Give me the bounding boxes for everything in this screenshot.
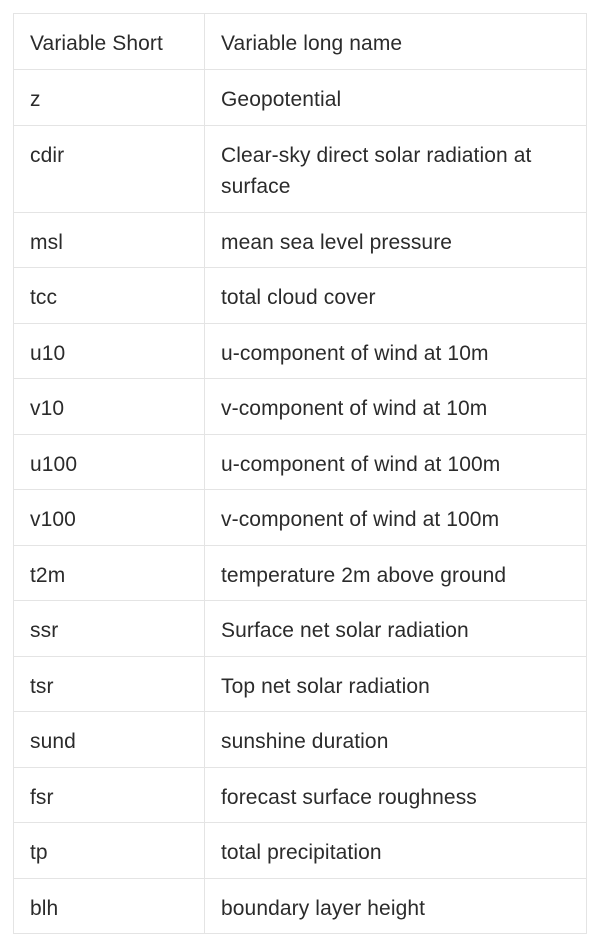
table-row: tp total precipitation bbox=[13, 822, 587, 879]
cell-short-name: u100 bbox=[13, 433, 205, 490]
cell-long-name: Surface net solar radiation bbox=[204, 600, 587, 657]
cell-short-name: msl bbox=[13, 211, 205, 268]
cell-short-name: sund bbox=[13, 711, 205, 768]
cell-short-name: v100 bbox=[13, 489, 205, 546]
table-row: u10 u-component of wind at 10m bbox=[13, 322, 587, 379]
table-row: z Geopotential bbox=[13, 69, 587, 126]
cell-long-name: forecast surface roughness bbox=[204, 766, 587, 823]
header-variable-long-name: Variable long name bbox=[204, 13, 587, 70]
cell-long-name: total precipitation bbox=[204, 822, 587, 879]
table-row: sund sunshine duration bbox=[13, 711, 587, 768]
cell-long-name: v-component of wind at 10m bbox=[204, 378, 587, 435]
cell-short-name: ssr bbox=[13, 600, 205, 657]
cell-long-name: total cloud cover bbox=[204, 267, 587, 324]
cell-short-name: fsr bbox=[13, 766, 205, 823]
table-row: fsr forecast surface roughness bbox=[13, 766, 587, 823]
header-variable-short: Variable Short bbox=[13, 13, 205, 70]
cell-long-name: Geopotential bbox=[204, 69, 587, 126]
cell-short-name: tsr bbox=[13, 655, 205, 712]
cell-long-name: Clear-sky direct solar radiation at surf… bbox=[204, 124, 587, 213]
cell-short-name: cdir bbox=[13, 124, 205, 213]
cell-long-name: sunshine duration bbox=[204, 711, 587, 768]
table-row: u100 u-component of wind at 100m bbox=[13, 433, 587, 490]
table-header: Variable Short Variable long name bbox=[13, 13, 587, 70]
table-body: z Geopotential cdir Clear-sky direct sol… bbox=[13, 69, 587, 934]
table-row: v10 v-component of wind at 10m bbox=[13, 378, 587, 435]
cell-long-name: Top net solar radiation bbox=[204, 655, 587, 712]
cell-long-name: mean sea level pressure bbox=[204, 211, 587, 268]
cell-short-name: v10 bbox=[13, 378, 205, 435]
table-row: msl mean sea level pressure bbox=[13, 211, 587, 268]
cell-short-name: z bbox=[13, 69, 205, 126]
cell-long-name: u-component of wind at 10m bbox=[204, 322, 587, 379]
cell-short-name: t2m bbox=[13, 544, 205, 601]
table-row: blh boundary layer height bbox=[13, 877, 587, 934]
table-row: tcc total cloud cover bbox=[13, 267, 587, 324]
table-row: ssr Surface net solar radiation bbox=[13, 600, 587, 657]
cell-long-name: u-component of wind at 100m bbox=[204, 433, 587, 490]
cell-short-name: u10 bbox=[13, 322, 205, 379]
variables-table: Variable Short Variable long name z Geop… bbox=[13, 13, 587, 934]
table-row: t2m temperature 2m above ground bbox=[13, 544, 587, 601]
cell-short-name: tcc bbox=[13, 267, 205, 324]
header-row: Variable Short Variable long name bbox=[13, 13, 587, 70]
cell-short-name: blh bbox=[13, 877, 205, 934]
cell-short-name: tp bbox=[13, 822, 205, 879]
cell-long-name: temperature 2m above ground bbox=[204, 544, 587, 601]
table-row: cdir Clear-sky direct solar radiation at… bbox=[13, 124, 587, 213]
cell-long-name: boundary layer height bbox=[204, 877, 587, 934]
cell-long-name: v-component of wind at 100m bbox=[204, 489, 587, 546]
table-row: v100 v-component of wind at 100m bbox=[13, 489, 587, 546]
table-row: tsr Top net solar radiation bbox=[13, 655, 587, 712]
